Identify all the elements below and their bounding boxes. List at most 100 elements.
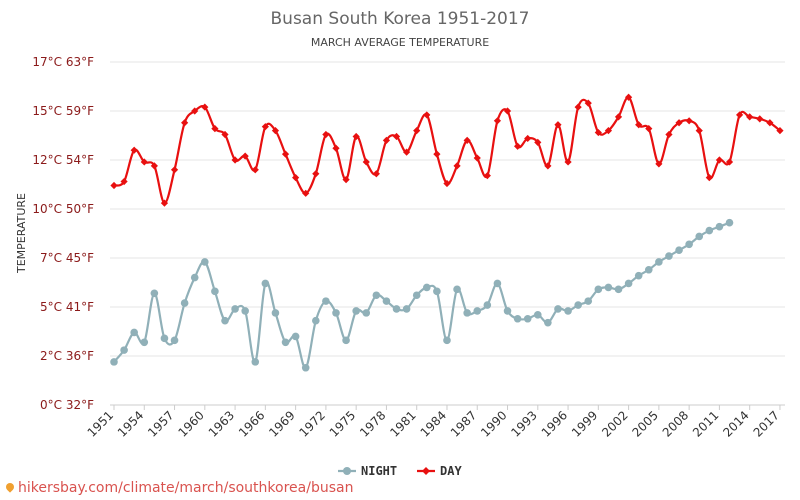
day-data-point bbox=[170, 166, 179, 174]
day-data-point bbox=[635, 121, 643, 129]
day-data-point bbox=[281, 150, 290, 158]
x-tick-label: 1972 bbox=[297, 408, 328, 439]
night-data-point bbox=[352, 307, 360, 315]
day-data-point bbox=[382, 136, 391, 144]
day-data-point bbox=[645, 125, 653, 133]
night-data-point bbox=[241, 307, 249, 315]
night-data-point bbox=[180, 299, 189, 307]
night-data-point bbox=[261, 279, 270, 288]
day-data-point bbox=[120, 177, 128, 186]
x-tick-label: 2008 bbox=[660, 408, 691, 439]
day-data-point bbox=[715, 156, 724, 164]
day-data-point bbox=[685, 117, 693, 125]
x-axis-ticks: 1951195419571960196319661969197219751978… bbox=[85, 405, 782, 440]
legend-item-night[interactable]: NIGHT bbox=[338, 464, 397, 478]
day-data-point bbox=[443, 179, 451, 188]
night-data-point bbox=[574, 301, 582, 309]
night-data-point bbox=[453, 285, 461, 294]
y-tick-label: 10°C 50°F bbox=[32, 202, 94, 216]
day-data-point bbox=[221, 130, 229, 139]
night-data-point bbox=[695, 232, 704, 241]
day-data-point bbox=[413, 127, 421, 135]
x-tick-label: 1984 bbox=[418, 408, 449, 439]
day-data-point bbox=[160, 199, 169, 207]
night-data-point bbox=[665, 252, 673, 260]
day-data-point bbox=[211, 125, 219, 133]
y-tick-label: 0°C 32°F bbox=[40, 398, 94, 412]
night-data-point bbox=[201, 258, 209, 266]
night-data-point bbox=[544, 318, 552, 327]
night-data-point bbox=[140, 338, 149, 347]
night-data-point bbox=[301, 363, 310, 372]
grid-lines bbox=[110, 61, 785, 406]
day-data-point bbox=[564, 158, 572, 166]
day-data-point bbox=[493, 117, 502, 125]
x-tick-label: 1978 bbox=[357, 408, 388, 439]
night-data-point bbox=[332, 309, 340, 317]
day-data-point bbox=[312, 170, 320, 178]
night-data-point bbox=[655, 258, 663, 266]
x-tick-label: 1999 bbox=[569, 408, 600, 439]
day-data-point bbox=[483, 172, 491, 180]
day-series-line bbox=[113, 96, 781, 205]
map-pin-icon bbox=[4, 481, 16, 493]
x-tick-label: 1954 bbox=[115, 408, 146, 439]
day-data-point bbox=[675, 119, 683, 127]
night-data-point bbox=[685, 240, 693, 249]
day-data-point bbox=[524, 134, 532, 143]
night-data-point bbox=[130, 328, 138, 337]
night-data-point bbox=[120, 346, 128, 354]
source-link[interactable]: hikersbay.com/climate/march/southkorea/b… bbox=[4, 480, 353, 496]
day-data-point bbox=[261, 123, 269, 131]
day-data-point bbox=[514, 142, 522, 150]
day-data-point bbox=[140, 158, 148, 166]
day-data-point bbox=[241, 152, 249, 160]
x-tick-label: 1969 bbox=[266, 408, 297, 439]
night-data-point bbox=[554, 305, 562, 313]
night-data-point bbox=[604, 283, 613, 292]
y-tick-label: 12°C 54°F bbox=[32, 153, 94, 167]
x-tick-label: 1993 bbox=[508, 408, 539, 439]
night-data-point bbox=[422, 283, 431, 292]
day-data-point bbox=[594, 128, 602, 137]
series-day bbox=[110, 93, 784, 207]
night-data-point bbox=[271, 309, 280, 317]
legend: NIGHT DAY bbox=[338, 464, 462, 478]
day-data-point bbox=[766, 119, 774, 127]
night-data-point bbox=[433, 287, 441, 296]
legend-item-day[interactable]: DAY bbox=[417, 464, 462, 478]
y-tick-label: 15°C 59°F bbox=[32, 104, 94, 118]
x-tick-label: 1987 bbox=[448, 408, 479, 439]
day-data-point bbox=[554, 121, 562, 129]
day-data-point bbox=[423, 111, 431, 119]
night-data-point bbox=[160, 334, 169, 343]
x-tick-label: 1975 bbox=[327, 408, 358, 439]
day-data-point bbox=[433, 150, 441, 158]
day-data-point bbox=[201, 103, 209, 111]
night-data-point bbox=[463, 309, 471, 317]
night-data-point bbox=[533, 311, 542, 319]
night-data-point bbox=[675, 246, 683, 254]
night-data-point bbox=[322, 297, 330, 305]
day-data-point bbox=[191, 107, 199, 115]
y-tick-label: 17°C 63°F bbox=[32, 55, 94, 69]
day-data-point bbox=[705, 174, 713, 182]
day-data-point bbox=[544, 162, 552, 170]
day-data-point bbox=[372, 170, 380, 178]
day-data-point bbox=[292, 174, 300, 182]
day-data-point bbox=[403, 148, 411, 156]
day-data-point bbox=[574, 103, 582, 111]
night-data-point bbox=[190, 273, 199, 282]
night-data-point bbox=[412, 291, 421, 300]
night-data-point bbox=[634, 271, 643, 280]
legend-marker bbox=[422, 467, 430, 475]
x-tick-label: 1990 bbox=[478, 408, 509, 439]
night-data-point bbox=[382, 297, 391, 305]
x-tick-label: 1996 bbox=[539, 408, 570, 439]
x-tick-label: 1966 bbox=[236, 408, 267, 439]
day-data-point bbox=[302, 189, 310, 197]
day-data-point bbox=[392, 132, 401, 141]
x-tick-label: 1960 bbox=[175, 408, 206, 439]
y-axis-label: TEMPERATURE bbox=[15, 193, 28, 274]
